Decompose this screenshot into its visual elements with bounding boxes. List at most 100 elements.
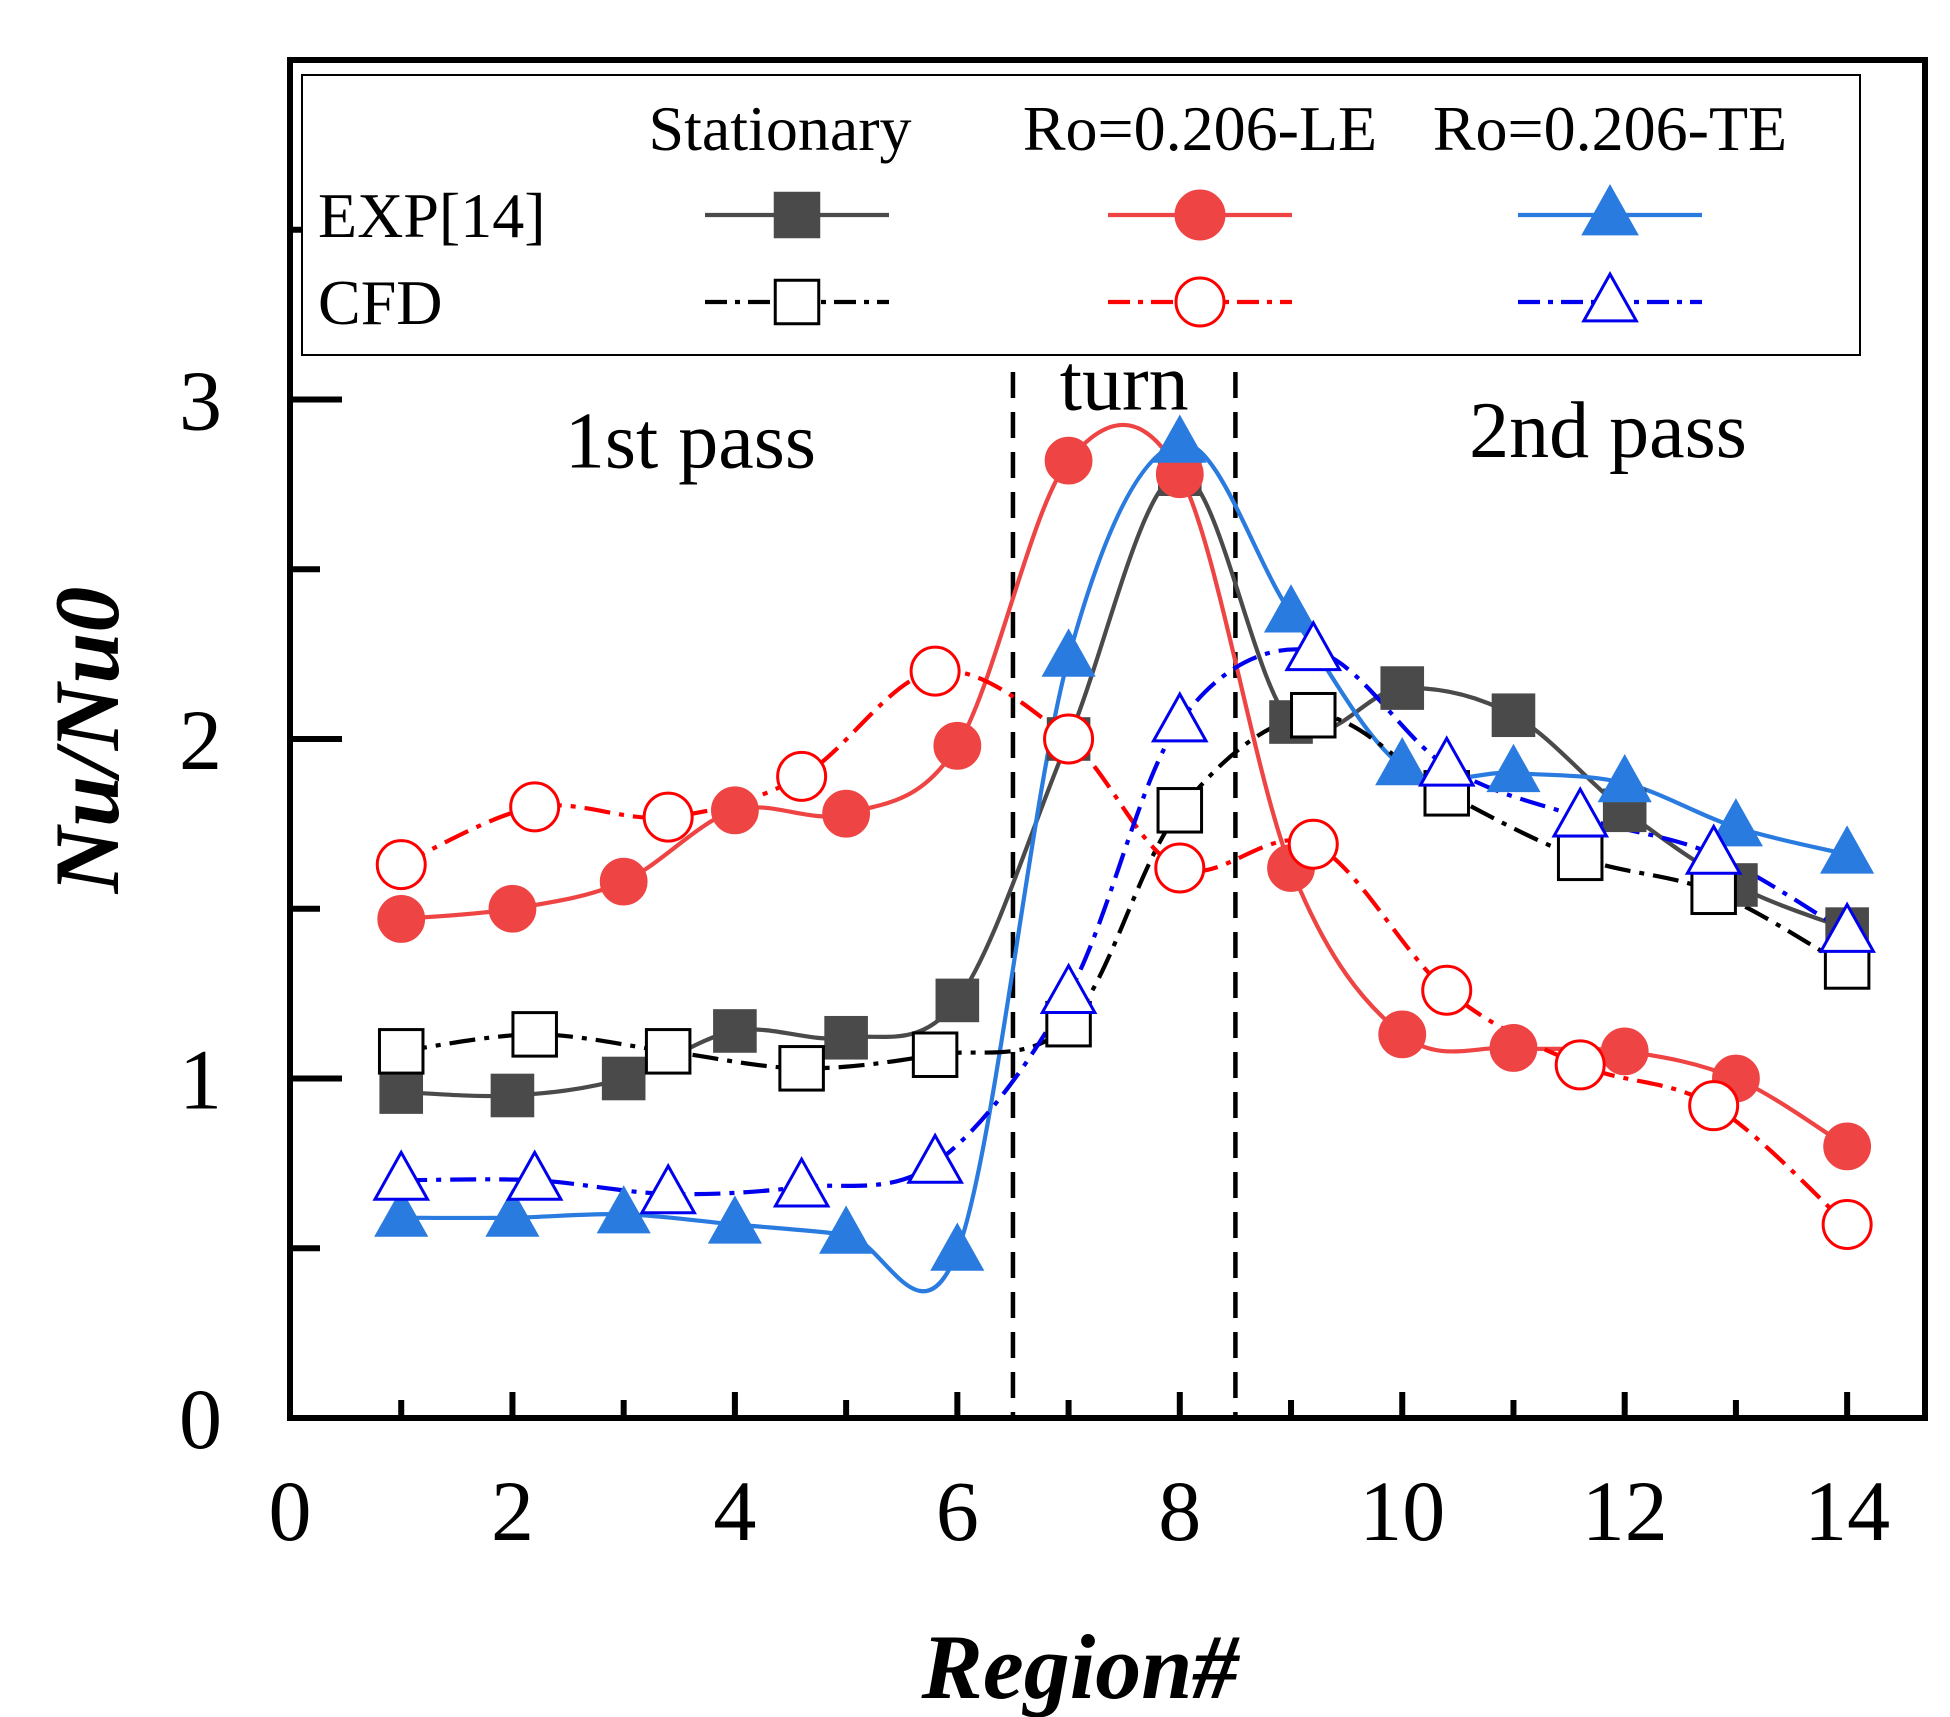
- data-point-marker: [1284, 619, 1343, 672]
- legend-sample-marker: [1581, 184, 1639, 236]
- data-point-marker: [1688, 1080, 1740, 1132]
- region-annotation: 2nd pass: [1469, 387, 1747, 475]
- data-point-marker: [933, 721, 982, 770]
- data-point-marker: [1818, 901, 1876, 953]
- data-point-marker: [1554, 1039, 1606, 1091]
- y-tick-label: 3: [179, 353, 222, 449]
- x-axis-title: Region#: [921, 1616, 1241, 1717]
- data-point-marker: [490, 1073, 535, 1118]
- legend-sample-marker: [1174, 189, 1226, 241]
- data-point-marker: [1489, 1024, 1538, 1072]
- legend-sample-marker: [773, 191, 821, 239]
- data-point-marker: [909, 645, 961, 697]
- x-tick-label: 10: [1359, 1463, 1445, 1559]
- data-point-marker: [1600, 1027, 1649, 1076]
- data-point-marker: [707, 1195, 762, 1244]
- data-point-marker: [1421, 964, 1473, 1016]
- data-point-marker: [644, 1028, 692, 1075]
- region-annotation: 1st pass: [565, 397, 816, 485]
- divider-layer: [1010, 372, 1238, 1418]
- data-point-marker: [935, 978, 980, 1023]
- data-point-marker: [824, 1015, 868, 1060]
- data-point-marker: [375, 839, 427, 891]
- data-point-marker: [1154, 842, 1206, 894]
- legend-row-label: CFD: [318, 267, 443, 338]
- x-tick-label: 2: [491, 1463, 534, 1559]
- legend-column-header: Ro=0.206-LE: [1023, 93, 1377, 164]
- data-point-marker: [1597, 754, 1652, 803]
- x-tick-label: 0: [269, 1463, 312, 1559]
- legend: Stationary Ro=0.206-LE Ro=0.206-TE EXP[14] C…: [301, 74, 1861, 356]
- data-point-marker: [509, 781, 561, 833]
- data-point-marker: [1375, 737, 1430, 786]
- data-point-marker: [1380, 666, 1425, 710]
- x-tick-label: 14: [1804, 1463, 1890, 1559]
- data-point-marker: [642, 791, 694, 843]
- data-point-marker: [1823, 1122, 1872, 1171]
- legend-column-header: Ro=0.206-TE: [1433, 93, 1787, 164]
- series-lines-layer: [400, 422, 1849, 1294]
- y-tick-label: 2: [179, 692, 222, 788]
- data-point-marker: [1150, 691, 1209, 743]
- data-point-marker: [485, 1188, 540, 1237]
- data-point-marker: [1708, 798, 1763, 847]
- data-point-marker: [1551, 786, 1610, 838]
- data-point-marker: [488, 884, 537, 933]
- data-point-marker: [710, 786, 759, 835]
- series-line: [400, 668, 1849, 1227]
- data-point-marker: [377, 895, 426, 943]
- data-point-marker: [822, 789, 871, 838]
- data-point-marker: [372, 1149, 431, 1201]
- y-tick-label: 1: [179, 1032, 222, 1128]
- data-point-marker: [1039, 962, 1098, 1014]
- x-tick-label: 6: [936, 1463, 979, 1559]
- data-point-marker: [1156, 787, 1204, 834]
- data-point-marker: [596, 1185, 651, 1234]
- x-tick-label: 8: [1158, 1463, 1201, 1559]
- data-point-marker: [1491, 693, 1536, 738]
- x-tick-label: 4: [713, 1463, 756, 1559]
- data-point-marker: [505, 1149, 564, 1201]
- data-point-marker: [511, 1011, 558, 1058]
- data-point-marker: [911, 1031, 959, 1078]
- data-point-marker: [639, 1162, 697, 1215]
- data-point-marker: [1041, 628, 1096, 677]
- legend-row-label: EXP[14]: [318, 180, 546, 251]
- data-point-marker: [377, 1028, 425, 1075]
- data-point-marker: [374, 1188, 429, 1237]
- data-point-marker: [1263, 584, 1319, 633]
- data-point-marker: [1152, 414, 1207, 463]
- data-point-marker: [778, 1045, 825, 1092]
- data-point-marker: [819, 1205, 874, 1254]
- series-line: [401, 441, 1848, 1294]
- x-tick-label: 12: [1582, 1463, 1668, 1559]
- legend-column-header: Stationary: [648, 93, 911, 164]
- data-point-marker: [1684, 823, 1743, 875]
- data-point-marker: [1417, 735, 1476, 787]
- data-point-marker: [906, 1132, 964, 1184]
- legend-sample-marker: [773, 278, 821, 326]
- data-point-marker: [1290, 691, 1337, 739]
- legend-sample-marker: [1581, 271, 1639, 323]
- data-point-marker: [1287, 818, 1339, 870]
- data-point-marker: [713, 1009, 757, 1053]
- data-point-marker: [930, 1222, 985, 1271]
- data-point-marker: [1378, 1010, 1427, 1059]
- data-point-marker: [1556, 834, 1604, 882]
- series-markers-layer: [372, 414, 1876, 1271]
- data-point-marker: [1821, 1198, 1873, 1250]
- y-tick-label: 0: [179, 1371, 222, 1467]
- data-point-marker: [776, 750, 828, 802]
- data-point-marker: [601, 1056, 646, 1101]
- y-axis-title: Nu/Nu0: [36, 587, 138, 895]
- data-point-marker: [1043, 713, 1095, 765]
- data-point-marker: [1820, 825, 1875, 874]
- data-point-marker: [1690, 868, 1737, 916]
- data-point-marker: [1044, 436, 1093, 485]
- data-point-marker: [379, 1070, 424, 1114]
- data-point-marker: [599, 857, 648, 906]
- legend-sample-marker: [1174, 276, 1226, 328]
